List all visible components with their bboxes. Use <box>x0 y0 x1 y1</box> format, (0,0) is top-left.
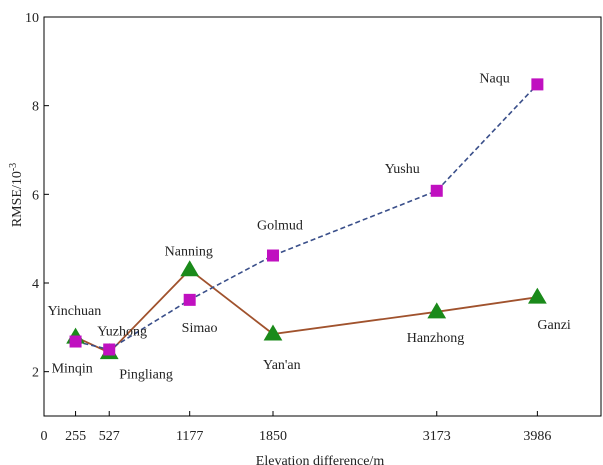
point-label: Pingliang <box>119 368 173 383</box>
point-label: Simao <box>182 321 218 336</box>
square-marker <box>183 293 196 306</box>
point-label: Ganzi <box>537 318 571 333</box>
x-tick-label: 3986 <box>523 429 551 444</box>
point-label: Nanning <box>165 245 213 260</box>
point-label: Minqin <box>52 362 93 377</box>
square-marker <box>531 78 544 91</box>
y-tick-label: 2 <box>32 366 39 381</box>
y-tick-label: 8 <box>32 100 39 115</box>
series-line-2 <box>75 83 538 351</box>
x-tick-label: 3173 <box>423 429 451 444</box>
y-tick-label: 10 <box>25 11 39 26</box>
triangle-marker <box>528 287 547 304</box>
square-marker <box>266 249 279 262</box>
y-axis-title-exponent: -3 <box>8 163 19 171</box>
square-marker <box>69 335 82 348</box>
point-label: Naqu <box>479 71 509 86</box>
point-label: Hanzhong <box>407 331 465 346</box>
point-label: Yushu <box>385 162 420 177</box>
labels-layer: Yinchuan Pingliang Nanning Yan'an Hanzhong Ga… <box>48 71 571 382</box>
point-label: Golmud <box>257 219 303 234</box>
square-marker <box>103 343 116 356</box>
y-axis-title-main: RMSE/10 <box>10 171 25 227</box>
x-tick-label: 527 <box>99 429 120 444</box>
x-tick-label: 1177 <box>176 429 203 444</box>
lines-layer <box>75 83 538 354</box>
x-tick-label: 1850 <box>259 429 287 444</box>
triangle-marker <box>263 324 283 341</box>
axes-layer: 0 255 527 1177 1850 3173 3986 2 4 6 8 10 <box>25 11 551 444</box>
series-line-1 <box>75 268 538 354</box>
triangle-marker <box>180 260 200 277</box>
x-tick-label: 0 <box>41 429 48 444</box>
triangle-marker <box>427 302 447 319</box>
point-label: Yan'an <box>263 358 301 373</box>
point-label: Yuzhong <box>97 325 147 340</box>
plot-frame <box>43 16 602 417</box>
square-marker <box>430 184 443 197</box>
x-tick-label: 255 <box>65 429 86 444</box>
y-axis-title: RMSE/10-3 <box>8 163 26 227</box>
point-label: Yinchuan <box>48 304 102 319</box>
y-tick-label: 6 <box>32 188 39 203</box>
x-axis-title: Elevation difference/m <box>256 454 385 465</box>
y-tick-label: 4 <box>32 277 39 292</box>
markers-layer <box>66 78 547 360</box>
